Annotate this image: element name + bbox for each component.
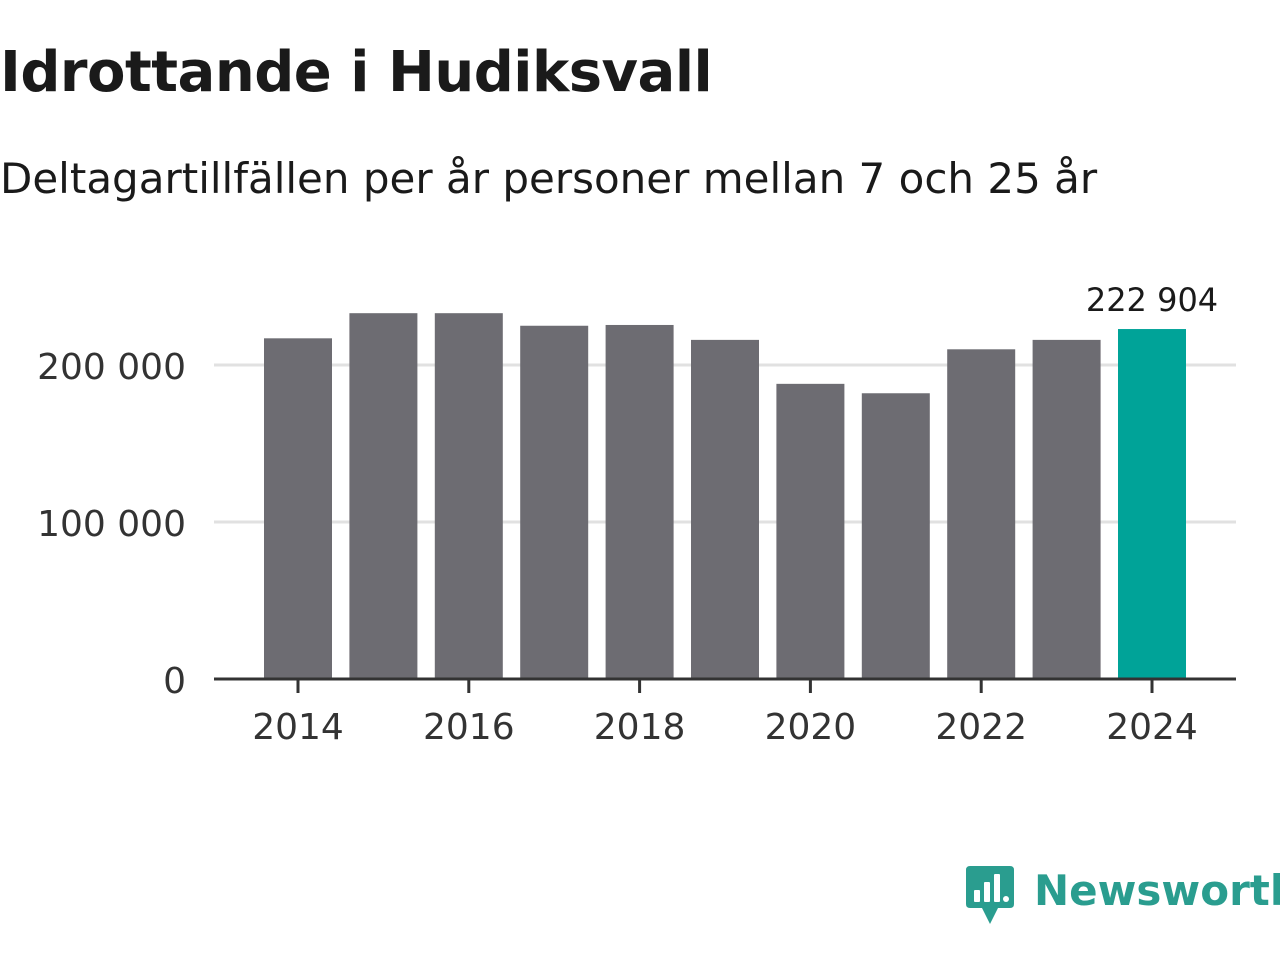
bar (776, 383, 845, 679)
x-tick-label: 2018 (594, 707, 686, 748)
x-tick-label: 2014 (252, 707, 344, 748)
x-tick-label: 2016 (423, 707, 515, 748)
brand-logo: Newsworthy (964, 864, 1280, 926)
y-tick-label: 0 (163, 661, 186, 702)
bar (605, 324, 674, 679)
x-tick-label: 2020 (765, 707, 857, 748)
y-tick-label: 100 000 (37, 504, 186, 545)
bar (861, 393, 930, 679)
chart-subtitle: Deltagartillfällen per år personer mella… (0, 154, 1098, 203)
bar (520, 325, 589, 679)
bar (947, 349, 1016, 679)
y-tick-label: 200 000 (37, 347, 186, 388)
data-label: 222 904 (1086, 281, 1218, 319)
bar (264, 338, 332, 679)
bar (434, 313, 503, 679)
brand-name: Newsworthy (1034, 866, 1280, 915)
bar (349, 313, 418, 679)
newsworthy-logo-icon (966, 866, 1014, 924)
x-tick-label: 2022 (935, 707, 1027, 748)
bar-highlight (1118, 329, 1186, 679)
bar (1032, 339, 1101, 679)
chart-title: Idrottande i Hudiksvall (0, 40, 713, 105)
bar (691, 339, 759, 679)
x-tick-label: 2024 (1106, 707, 1198, 748)
